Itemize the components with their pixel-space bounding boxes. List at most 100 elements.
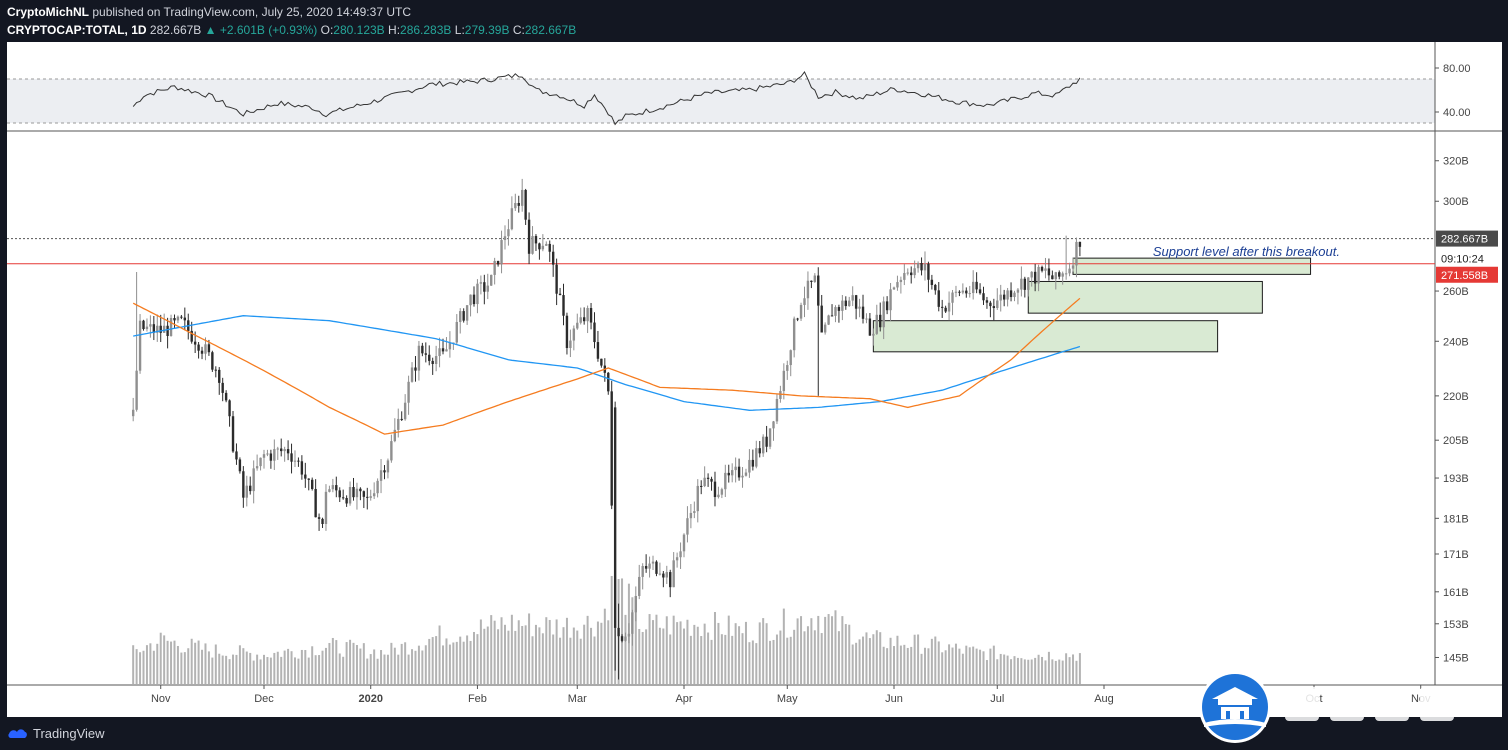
candle-body	[200, 350, 204, 354]
candle-body	[703, 477, 706, 487]
candle-body	[1020, 278, 1023, 290]
candle-body	[720, 489, 724, 495]
candle-body	[469, 294, 472, 306]
volume-bar	[445, 638, 448, 684]
candle-body	[934, 284, 937, 291]
candle-body	[221, 382, 224, 393]
candle-body	[693, 511, 696, 513]
volume-bar	[806, 626, 809, 684]
volume-bar	[393, 647, 396, 684]
support-zone[interactable]	[1027, 280, 1263, 314]
candle-body	[944, 307, 947, 312]
volume-bar	[287, 648, 290, 684]
volume-bar	[961, 653, 964, 684]
candle-body	[476, 283, 479, 305]
volume-bar	[896, 635, 899, 684]
volume-bar	[424, 645, 427, 684]
volume-bar	[431, 637, 434, 684]
volume-bar	[1065, 653, 1068, 684]
volume-bar	[937, 641, 940, 684]
volume-bar	[459, 636, 462, 684]
volume-bar	[1068, 657, 1071, 684]
volume-bar	[848, 624, 851, 684]
candle-body	[149, 324, 152, 327]
candle-body	[1009, 290, 1013, 298]
volume-bar	[944, 650, 947, 684]
candle-body	[359, 488, 362, 492]
price-tick-label: 181B	[1443, 513, 1469, 525]
time-axis[interactable]: Nov Dec 2020 Feb Mar Apr May Jun Jul Aug Sep Oct Nov	[151, 685, 1431, 705]
candle-body	[1078, 241, 1082, 247]
volume-bar	[717, 622, 720, 684]
price-axis[interactable]: 320B 300B 260B 240B 220B 205B 193B 181B 171B 161B…	[1435, 156, 1469, 665]
time-tick-label: Mar	[568, 693, 587, 705]
moving-average-orange	[132, 297, 1081, 435]
candle-body	[565, 315, 569, 349]
chart-area[interactable]: 80.00 40.00 Support level after this brea…	[7, 42, 1502, 717]
candle-body	[424, 353, 428, 355]
rsi-tick-label: 80.00	[1443, 63, 1471, 75]
volume-bar	[951, 647, 954, 684]
candle-body	[283, 449, 286, 452]
support-zones[interactable]	[872, 257, 1312, 353]
candle-body	[1054, 272, 1058, 280]
candle-body	[889, 289, 892, 311]
price-chart[interactable]: 80.00 40.00 Support level after this brea…	[7, 42, 1502, 717]
candle-body	[558, 293, 562, 296]
volume-bar	[789, 636, 792, 684]
support-annotation[interactable]: Support level after this breakout.	[1153, 244, 1340, 259]
tradingview-brand[interactable]: TradingView	[8, 726, 105, 741]
volume-bar	[1013, 656, 1016, 684]
candle-body	[493, 260, 496, 275]
candle-body	[266, 453, 269, 455]
volume-bar	[751, 640, 754, 684]
candle-body	[441, 348, 445, 352]
volume-bar	[982, 651, 985, 684]
time-tick-label: Apr	[675, 693, 692, 705]
volume-bar	[438, 625, 441, 684]
volume-bar	[772, 639, 775, 684]
candle-body	[799, 304, 803, 319]
support-zone[interactable]	[872, 320, 1219, 353]
candle-body	[224, 392, 228, 401]
candle-body	[744, 472, 748, 476]
volume-bar	[476, 634, 479, 684]
volume-bar	[173, 640, 176, 684]
volume-bar	[844, 624, 847, 684]
volume-bar	[256, 654, 259, 684]
candle-body	[569, 340, 572, 349]
volume-bar	[207, 651, 210, 684]
candle-body	[1033, 271, 1037, 284]
candle-body	[417, 345, 421, 371]
candle-body	[455, 321, 458, 343]
volume-bar	[156, 643, 159, 684]
volume-bar	[569, 637, 572, 684]
volume-bar	[855, 642, 858, 684]
volume-bar	[552, 634, 555, 684]
volume-bar	[201, 649, 204, 684]
volume-bar	[314, 655, 317, 684]
candles	[131, 178, 1082, 680]
support-zone[interactable]	[1072, 257, 1312, 275]
price-tick-label: 171B	[1443, 549, 1469, 561]
volume-bar	[145, 645, 148, 684]
moving-average-blue	[133, 315, 1081, 411]
symbol-label[interactable]: CRYPTOCAP:TOTAL, 1D	[7, 23, 147, 37]
time-tick-label: Nov	[151, 693, 171, 705]
candle-body	[858, 306, 861, 309]
volume-bar	[263, 654, 265, 684]
author-name[interactable]: CryptoMichNL	[7, 5, 89, 19]
candle-body	[379, 470, 383, 481]
volume-bar	[307, 657, 310, 684]
volume-bar	[596, 621, 599, 684]
volume-bar	[170, 641, 173, 684]
candle-body	[978, 289, 982, 294]
volume-bar	[349, 639, 352, 684]
candle-body	[947, 302, 951, 312]
volume-bar	[1058, 659, 1061, 684]
candle-body	[1051, 275, 1054, 280]
volume-bar	[503, 624, 506, 684]
candle-body	[675, 557, 679, 561]
candle-body	[317, 517, 321, 519]
volume-bar	[610, 575, 613, 684]
